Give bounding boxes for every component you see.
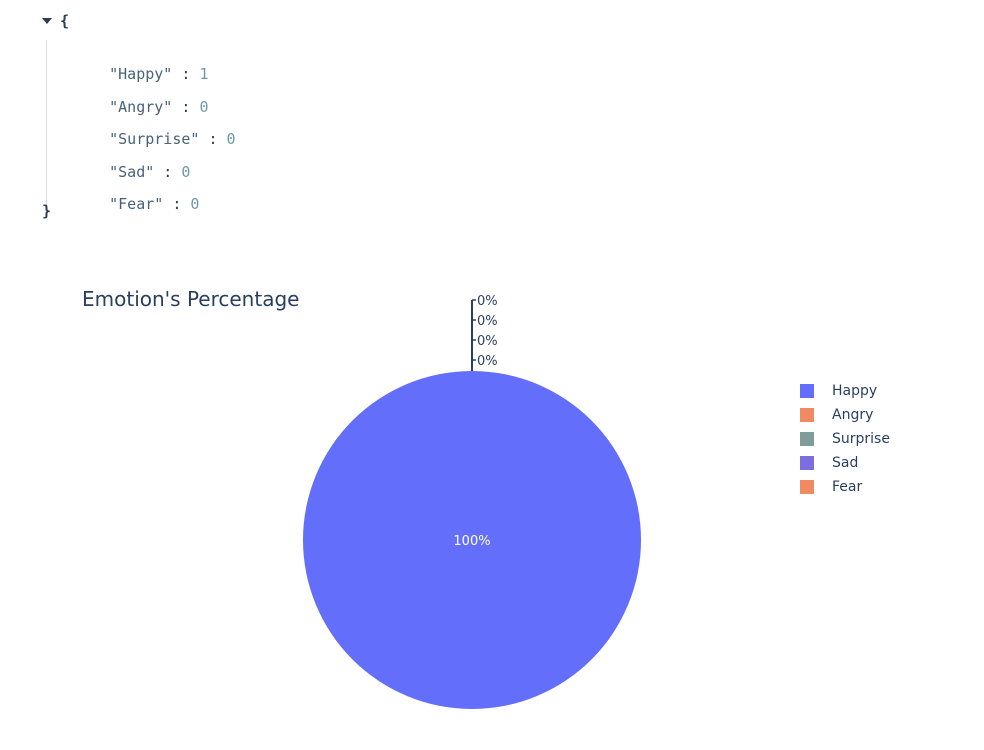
legend-item-fear[interactable]: Fear [800, 475, 950, 499]
json-entry-fear: "Fear" : 0 [73, 174, 199, 194]
legend-label: Sad [832, 455, 858, 471]
json-entry-sad: "Sad" : 0 [73, 142, 190, 162]
json-open-brace: { [60, 12, 69, 30]
legend-item-happy[interactable]: Happy [800, 379, 950, 403]
pie-chart: 100% 0% 0% 0% 0% Emotion's Percentage Happy A… [0, 270, 984, 740]
pie-chart-svg: 100% 0% 0% 0% 0% [0, 270, 984, 740]
legend-label: Fear [832, 479, 862, 495]
legend-label: Surprise [832, 431, 890, 447]
legend: Happy Angry Surprise Sad Fear [800, 379, 950, 499]
chart-title: Emotion's Percentage [82, 287, 299, 311]
legend-item-sad[interactable]: Sad [800, 451, 950, 475]
legend-swatch [800, 456, 814, 470]
legend-swatch [800, 384, 814, 398]
collapse-toggle-icon[interactable] [40, 16, 54, 28]
json-key: "Fear" [109, 195, 163, 213]
json-value: 0 [190, 195, 199, 213]
legend-label: Angry [832, 407, 873, 423]
legend-item-angry[interactable]: Angry [800, 403, 950, 427]
slice-label-angry: 0% [477, 294, 498, 309]
legend-swatch [800, 480, 814, 494]
legend-swatch [800, 432, 814, 446]
legend-label: Happy [832, 383, 877, 399]
slice-label-sad: 0% [477, 334, 498, 349]
json-entry-happy: "Happy" : 1 [73, 44, 208, 64]
json-entry-angry: "Angry" : 0 [73, 77, 208, 97]
slice-label-fear: 0% [477, 354, 498, 369]
legend-item-surprise[interactable]: Surprise [800, 427, 950, 451]
slice-label-happy: 100% [453, 534, 490, 549]
json-viewer: { "Happy" : 1 "Angry" : 0 "Surprise" : 0… [40, 12, 440, 227]
json-value: 0 [227, 130, 236, 148]
slice-label-surprise: 0% [477, 314, 498, 329]
json-close-brace: } [42, 202, 51, 220]
json-indent-guide [46, 40, 47, 212]
legend-swatch [800, 408, 814, 422]
json-entry-surprise: "Surprise" : 0 [73, 109, 236, 129]
